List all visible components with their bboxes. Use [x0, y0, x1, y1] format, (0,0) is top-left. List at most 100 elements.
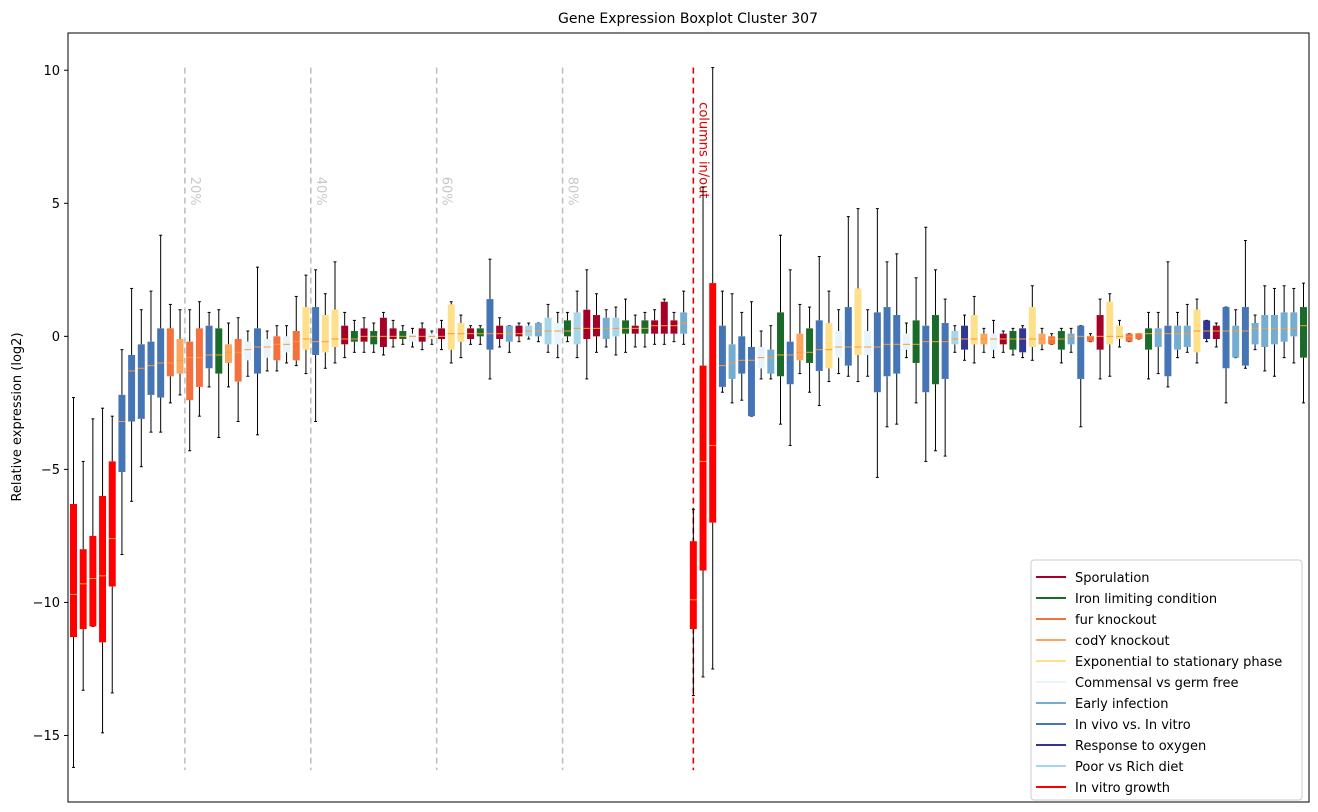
box — [408, 333, 416, 342]
box-item — [128, 287, 136, 502]
box — [786, 341, 794, 385]
box-item — [263, 330, 271, 372]
box-item — [360, 317, 368, 353]
box — [902, 333, 910, 350]
box — [670, 320, 678, 334]
box — [399, 331, 407, 340]
box — [1251, 323, 1259, 345]
box — [360, 328, 368, 342]
box-item — [980, 327, 988, 353]
box-item — [738, 311, 746, 401]
box-item — [515, 322, 523, 343]
box-item — [137, 309, 145, 468]
box — [331, 309, 339, 347]
box — [835, 331, 843, 358]
box — [70, 503, 77, 638]
box — [738, 336, 746, 374]
box-item — [835, 309, 843, 375]
box-item — [931, 269, 939, 452]
y-tick-label: 10 — [43, 64, 60, 79]
box-item — [728, 293, 736, 404]
box — [825, 323, 833, 369]
box — [1203, 320, 1211, 340]
box — [622, 320, 630, 334]
percentile-label: 60% — [439, 177, 454, 206]
box-item — [408, 327, 416, 348]
box-item — [883, 261, 891, 428]
box-item — [612, 306, 620, 356]
box-item — [1212, 322, 1220, 348]
box — [1261, 315, 1269, 347]
box-item — [961, 314, 969, 361]
box-item — [534, 322, 542, 343]
box — [922, 325, 930, 393]
box-item — [1203, 319, 1211, 343]
box — [1232, 325, 1240, 358]
box-item — [1145, 311, 1153, 380]
box-item — [670, 311, 678, 343]
box-item — [699, 186, 707, 678]
box-item — [496, 317, 504, 348]
box — [660, 301, 668, 334]
box-item — [467, 325, 475, 345]
box — [254, 328, 262, 374]
box — [128, 354, 136, 422]
box — [689, 541, 697, 630]
box — [215, 328, 223, 374]
y-tick-label: 0 — [52, 330, 60, 345]
box-item — [525, 322, 533, 340]
legend-entry: codY knockout — [1075, 634, 1170, 649]
box-item — [176, 309, 184, 396]
legend-entry: Poor vs Rich diet — [1075, 760, 1183, 775]
box — [728, 344, 736, 379]
box-item — [205, 311, 213, 388]
box — [806, 328, 814, 363]
box-item — [593, 293, 600, 353]
box — [166, 328, 174, 377]
box — [234, 339, 242, 382]
box-item — [970, 295, 978, 364]
box-item — [912, 277, 920, 404]
box-item — [651, 309, 659, 345]
box-item — [428, 330, 436, 345]
box-item — [447, 301, 455, 364]
box — [350, 331, 358, 342]
box — [651, 320, 659, 334]
legend: Sporulation Iron limiting condition fur kn… — [1030, 559, 1303, 801]
box-item — [389, 319, 397, 348]
box — [1280, 312, 1288, 342]
box-item — [1086, 333, 1094, 343]
box — [699, 365, 707, 571]
box — [341, 325, 349, 345]
box — [370, 331, 378, 345]
box-item — [312, 269, 320, 422]
box — [873, 312, 881, 393]
box — [718, 325, 726, 387]
box — [1009, 331, 1017, 350]
box-item — [873, 208, 881, 478]
box — [593, 315, 600, 337]
box-item — [1028, 285, 1036, 361]
box-item — [215, 309, 223, 438]
box — [1048, 336, 1056, 345]
box-item — [864, 309, 872, 377]
box — [1241, 307, 1249, 366]
box-item — [602, 309, 610, 348]
box — [931, 315, 939, 385]
box-item — [476, 325, 484, 345]
box-item — [1261, 285, 1269, 372]
box-item — [1232, 309, 1240, 359]
y-tick-label: 5 — [52, 197, 60, 212]
box-item — [1115, 319, 1123, 348]
box — [912, 320, 920, 363]
box-item — [1154, 311, 1162, 375]
box — [1212, 325, 1220, 340]
box — [631, 325, 639, 334]
box-item — [1067, 327, 1075, 353]
box — [990, 333, 998, 350]
box — [321, 315, 329, 353]
box-item — [292, 295, 300, 367]
legend-entry: Early infection — [1075, 697, 1168, 712]
box-item — [951, 325, 959, 353]
box-item — [941, 298, 949, 457]
